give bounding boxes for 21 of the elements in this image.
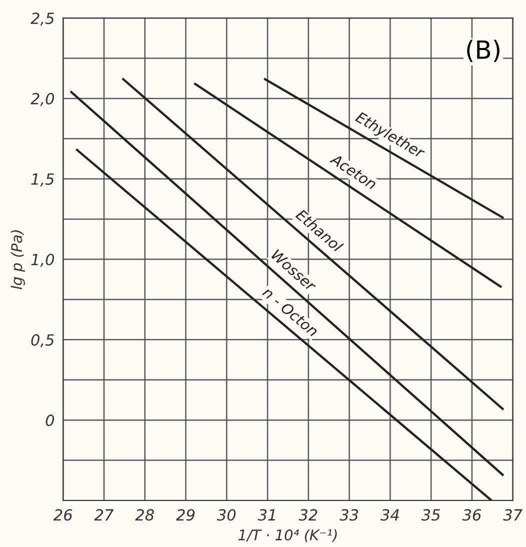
annotation: (B): [467, 40, 500, 62]
x-tick-label: 31: [258, 509, 275, 521]
y-tick-label: 1,5: [31, 174, 54, 186]
x-tick-label: 34: [380, 509, 399, 521]
x-tick-label: 32: [298, 509, 318, 521]
x-tick-label: 35: [421, 509, 440, 521]
y-tick-label: 2,5: [30, 12, 54, 26]
x-tick-label: 27: [94, 509, 114, 520]
x-tick-label: 29: [176, 509, 195, 521]
x-tick-label: 26: [53, 509, 72, 521]
x-tick-label: 36: [462, 509, 482, 521]
x-tick-label: 33: [340, 509, 358, 521]
x-tick-label: 28: [135, 509, 154, 521]
x-tick-label: 37: [503, 509, 522, 521]
y-tick-label: 2,0: [30, 92, 54, 106]
y-tick-label: 0: [46, 414, 54, 426]
x-axis-title: 1/T · 10⁴ (K⁻¹): [238, 529, 337, 542]
y-tick-label: 0,5: [31, 334, 54, 348]
y-axis-title: lg p (Pa): [10, 230, 25, 290]
y-tick-label: 1,0: [31, 254, 54, 267]
x-tick-label: 30: [216, 509, 236, 521]
